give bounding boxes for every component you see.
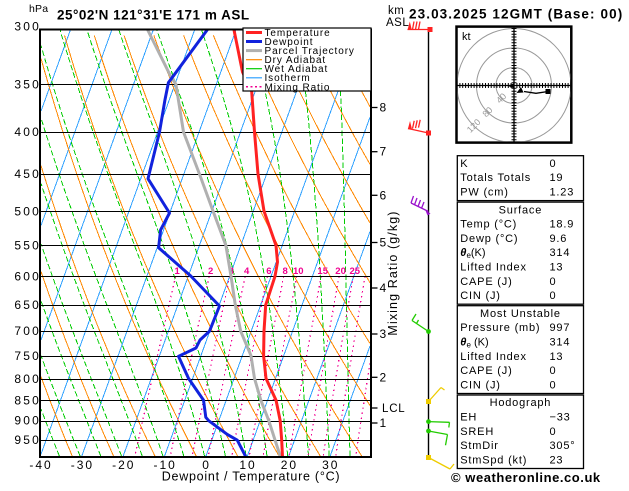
svg-text:Dewp (°C): Dewp (°C) [460, 233, 518, 245]
svg-text:25°02'N 121°31'E 171 m ASL: 25°02'N 121°31'E 171 m ASL [57, 8, 250, 23]
svg-text:−33: −33 [550, 412, 571, 424]
svg-text:800: 800 [14, 372, 41, 386]
svg-text:Dry Adiabat: Dry Adiabat [265, 55, 327, 66]
svg-text:750: 750 [14, 349, 41, 363]
svg-text:0: 0 [550, 290, 557, 302]
svg-text:400: 400 [14, 125, 41, 139]
svg-text:hPa: hPa [29, 3, 48, 15]
svg-text:CIN (J): CIN (J) [460, 290, 500, 302]
svg-text:1: 1 [174, 266, 180, 277]
svg-text:-40: -40 [29, 458, 52, 472]
svg-text:950: 950 [14, 433, 41, 447]
svg-text:CIN (J): CIN (J) [460, 379, 500, 391]
svg-text:θe(K): θe(K) [460, 247, 485, 260]
svg-text:Surface: Surface [499, 204, 543, 216]
svg-text:Pressure (mb): Pressure (mb) [460, 322, 540, 334]
svg-text:13: 13 [550, 351, 564, 363]
svg-text:CAPE (J): CAPE (J) [460, 276, 512, 288]
svg-text:Dewpoint / Temperature (°C): Dewpoint / Temperature (°C) [162, 470, 341, 484]
svg-text:350: 350 [14, 77, 41, 91]
svg-text:Lifted Index: Lifted Index [460, 262, 526, 274]
svg-text:23.03.2025 12GMT (Base: 00): 23.03.2025 12GMT (Base: 00) [409, 7, 623, 22]
svg-text:7: 7 [380, 145, 388, 159]
svg-text:3: 3 [380, 327, 388, 341]
svg-text:-10: -10 [154, 458, 177, 472]
svg-text:900: 900 [14, 414, 41, 428]
svg-text:Most Unstable: Most Unstable [480, 308, 561, 320]
svg-text:StmDir: StmDir [460, 440, 498, 452]
svg-text:0: 0 [550, 158, 557, 170]
svg-text:15: 15 [317, 266, 328, 277]
svg-text:6: 6 [380, 188, 388, 202]
svg-text:Wet Adiabat: Wet Adiabat [265, 64, 329, 75]
svg-text:4: 4 [244, 266, 250, 277]
svg-text:PW (cm): PW (cm) [460, 187, 508, 199]
svg-text:Mixing Ratio: Mixing Ratio [265, 82, 331, 93]
svg-text:2: 2 [380, 370, 388, 384]
svg-text:8: 8 [380, 101, 388, 115]
svg-text:EH: EH [460, 412, 477, 424]
svg-text:Totals Totals: Totals Totals [460, 172, 531, 184]
svg-text:700: 700 [14, 324, 41, 338]
svg-text:Hodograph: Hodograph [490, 397, 552, 409]
svg-text:314: 314 [550, 337, 571, 349]
svg-text:9.6: 9.6 [550, 233, 568, 245]
svg-text:450: 450 [14, 167, 41, 181]
svg-text:600: 600 [14, 269, 41, 283]
svg-text:StmSpd (kt): StmSpd (kt) [460, 454, 527, 466]
svg-text:K: K [460, 158, 468, 170]
svg-text:13: 13 [550, 262, 564, 274]
svg-text:-20: -20 [112, 458, 135, 472]
svg-text:ASL: ASL [386, 17, 409, 29]
svg-text:θe (K): θe (K) [460, 337, 488, 350]
svg-text:CAPE (J): CAPE (J) [460, 365, 512, 377]
svg-text:4: 4 [380, 281, 388, 295]
svg-text:Mixing Ratio (g/kg): Mixing Ratio (g/kg) [386, 210, 400, 335]
svg-text:LCL: LCL [382, 403, 406, 415]
svg-text:305°: 305° [550, 440, 576, 452]
svg-text:kt: kt [462, 31, 471, 43]
svg-text:0: 0 [550, 365, 557, 377]
svg-text:2: 2 [208, 266, 213, 277]
svg-text:1.23: 1.23 [550, 187, 575, 199]
svg-text:5: 5 [380, 236, 388, 250]
svg-text:0: 0 [550, 426, 557, 438]
svg-text:20: 20 [335, 266, 346, 277]
svg-text:500: 500 [14, 204, 41, 218]
svg-text:18.9: 18.9 [550, 219, 575, 231]
svg-text:Dewpoint: Dewpoint [265, 37, 314, 48]
svg-text:10: 10 [293, 266, 304, 277]
svg-text:650: 650 [14, 298, 41, 312]
svg-text:314: 314 [550, 247, 571, 259]
svg-text:20: 20 [281, 458, 298, 472]
svg-text:10: 10 [239, 458, 256, 472]
svg-text:km: km [388, 5, 404, 17]
svg-text:6: 6 [266, 266, 271, 277]
svg-text:300: 300 [14, 20, 41, 34]
svg-text:25: 25 [350, 266, 361, 277]
svg-text:Isotherm: Isotherm [265, 73, 311, 84]
svg-text:30: 30 [322, 458, 339, 472]
svg-text:23: 23 [550, 454, 564, 466]
svg-text:19: 19 [550, 172, 564, 184]
svg-text:0: 0 [550, 379, 557, 391]
svg-text:850: 850 [14, 393, 41, 407]
svg-text:Lifted Index: Lifted Index [460, 351, 526, 363]
svg-text:550: 550 [14, 238, 41, 252]
svg-text:Temp (°C): Temp (°C) [460, 219, 517, 231]
svg-text:0: 0 [550, 276, 557, 288]
svg-text:8: 8 [283, 266, 288, 277]
svg-text:-30: -30 [71, 458, 94, 472]
svg-text:997: 997 [550, 322, 571, 334]
svg-text:1: 1 [380, 416, 388, 430]
svg-text:0: 0 [202, 458, 211, 472]
svg-text:SREH: SREH [460, 426, 494, 438]
svg-text:Temperature: Temperature [265, 28, 331, 39]
svg-text:Parcel Trajectory: Parcel Trajectory [265, 46, 355, 57]
svg-text:© weatheronline.co.uk: © weatheronline.co.uk [451, 470, 601, 485]
